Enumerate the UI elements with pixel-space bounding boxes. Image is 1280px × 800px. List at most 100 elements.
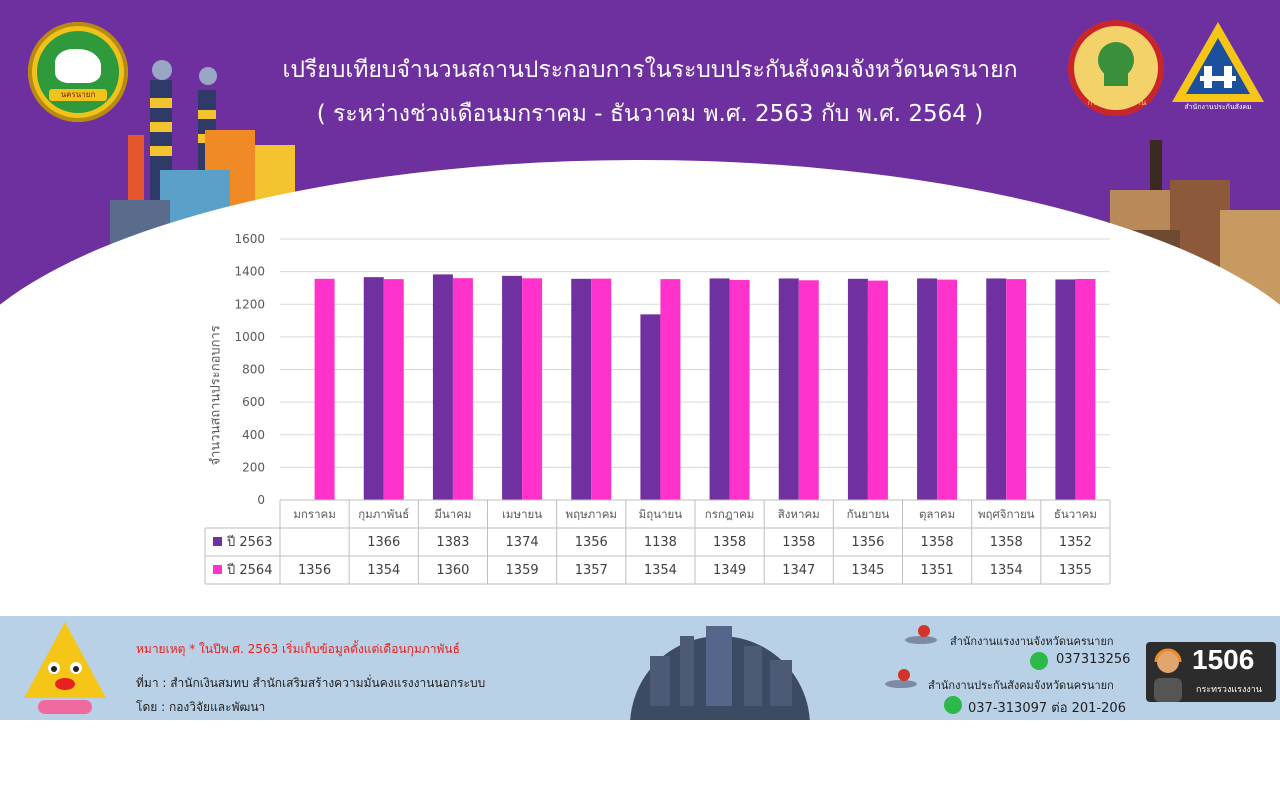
data-label: 1347 <box>782 563 815 578</box>
bar <box>1006 279 1027 500</box>
data-label: 1359 <box>506 563 539 578</box>
bar <box>709 278 730 500</box>
bar <box>798 280 819 500</box>
data-label: 1358 <box>921 535 954 550</box>
sso-office-phone[interactable]: 037-313097 ต่อ 201-206 <box>968 701 1126 716</box>
nakhon-nayok-logo: นครนายก <box>28 22 128 122</box>
source-text: ที่มา : สำนักเงินสมทบ สำนักเสริมสร้างควา… <box>136 676 486 690</box>
data-label: 1355 <box>1059 563 1092 578</box>
hotline-subtitle: กระทรวงแรงงาน <box>1196 685 1262 695</box>
bar <box>917 278 938 500</box>
bar <box>383 279 404 500</box>
data-label: 1354 <box>644 563 677 578</box>
y-tick-label: 200 <box>242 460 265 474</box>
x-tick-label: กุมภาพันธ์ <box>358 507 409 521</box>
bar <box>591 278 612 500</box>
bar <box>452 278 473 500</box>
elephant-icon <box>55 49 101 83</box>
data-label: 1360 <box>436 563 469 578</box>
x-tick-label: พฤศจิกายน <box>978 507 1035 521</box>
footnote: หมายเหตุ * ในปีพ.ศ. 2563 เริ่มเก็บข้อมูล… <box>136 642 460 656</box>
bar <box>729 279 750 500</box>
bar <box>1075 278 1096 500</box>
x-tick-label: เมษายน <box>502 507 542 521</box>
sso-office-name: สำนักงานประกันสังคมจังหวัดนครนายก <box>928 679 1114 692</box>
data-label: 1351 <box>921 563 954 578</box>
bar <box>660 279 681 500</box>
phone-icon <box>1030 652 1048 670</box>
data-label: 1374 <box>506 535 539 550</box>
labour-office-phone[interactable]: 037313256 <box>1056 652 1131 667</box>
labour-office-name: สำนักงานแรงงานจังหวัดนครนายก <box>950 635 1114 648</box>
bar <box>986 278 1007 500</box>
x-tick-label: กรกฎาคม <box>705 507 755 521</box>
logo-left-inner: นครนายก <box>37 31 119 113</box>
y-tick-label: 400 <box>242 428 265 442</box>
bar <box>1055 279 1076 500</box>
hotline-badge[interactable]: 1506 กระทรวงแรงงาน <box>1146 642 1276 702</box>
author-text: โดย : กองวิจัยและพัฒนา <box>136 700 266 714</box>
bar <box>522 278 543 500</box>
location-pin-icon-2 <box>885 669 917 688</box>
data-label: 1356 <box>298 563 331 578</box>
bar <box>502 275 523 500</box>
y-tick-label: 1200 <box>234 297 265 311</box>
data-label: 1138 <box>644 535 677 550</box>
x-tick-label: มิถุนายน <box>639 507 683 521</box>
y-tick-label: 0 <box>257 493 265 507</box>
data-label: 1345 <box>851 563 884 578</box>
ministry-of-labour-logo: กระทรวงแรงงาน <box>1068 20 1164 116</box>
y-tick-label: 1000 <box>234 330 265 344</box>
legend-swatch <box>213 537 222 546</box>
data-label: 1358 <box>782 535 815 550</box>
bar <box>640 314 661 500</box>
y-tick-label: 1600 <box>234 232 265 246</box>
x-tick-label: มกราคม <box>293 507 335 521</box>
data-label: 1356 <box>851 535 884 550</box>
x-tick-label: ตุลาคม <box>919 507 955 521</box>
x-tick-label: กันยายน <box>847 507 890 521</box>
y-tick-label: 800 <box>242 363 265 377</box>
social-security-office-logo: สำนักงานประกันสังคม <box>1170 20 1266 116</box>
title-line-2: ( ระหว่างช่วงเดือนมกราคม - ธันวาคม พ.ศ. … <box>316 101 984 127</box>
logo-sso-text: สำนักงานประกันสังคม <box>1184 103 1252 111</box>
bar <box>847 278 868 500</box>
location-pin-icon <box>905 625 937 644</box>
logo-left-banner: นครนายก <box>49 89 107 101</box>
x-tick-label: มีนาคม <box>434 507 471 521</box>
data-label: 1383 <box>436 535 469 550</box>
y-tick-label: 600 <box>242 395 265 409</box>
data-label: 1357 <box>575 563 608 578</box>
data-label: 1352 <box>1059 535 1092 550</box>
mascot-illustration <box>24 622 106 714</box>
data-label: 1354 <box>990 563 1023 578</box>
bar-chart: 0 200 400 600 800 1000 1200 1400 1600 มกราคม กุมภา… <box>204 232 1111 585</box>
data-label: 1356 <box>575 535 608 550</box>
bar <box>432 274 453 500</box>
data-label: 1358 <box>713 535 746 550</box>
hotline-number: 1506 <box>1192 644 1255 675</box>
bar <box>314 278 335 500</box>
x-tick-label: พฤษภาคม <box>566 507 617 521</box>
sso-triangle-icon <box>1172 22 1264 102</box>
operator-icon <box>1154 648 1182 702</box>
logo-mol-text: กระทรวงแรงงาน <box>1087 98 1147 107</box>
x-tick-label: สิงหาคม <box>778 507 820 521</box>
logo-mol-inner <box>1074 26 1158 110</box>
x-tick-label: ธันวาคม <box>1054 507 1097 521</box>
phone-icon-2 <box>944 696 962 714</box>
bar <box>867 280 888 500</box>
bar <box>571 278 592 500</box>
data-label: 1358 <box>990 535 1023 550</box>
data-label: 1354 <box>367 563 400 578</box>
y-tick-label: 1400 <box>234 265 265 279</box>
deity-emblem-icon <box>1098 42 1134 86</box>
bar <box>778 278 799 500</box>
city-skyline-illustration <box>630 626 810 720</box>
legend-label: ปี 2563 <box>226 534 272 550</box>
data-label: 1349 <box>713 563 746 578</box>
bar <box>937 279 958 500</box>
data-label: 1366 <box>367 535 400 550</box>
title-line-1: เปรียบเทียบจำนวนสถานประกอบการในระบบประกั… <box>282 57 1018 83</box>
bar <box>363 277 384 500</box>
